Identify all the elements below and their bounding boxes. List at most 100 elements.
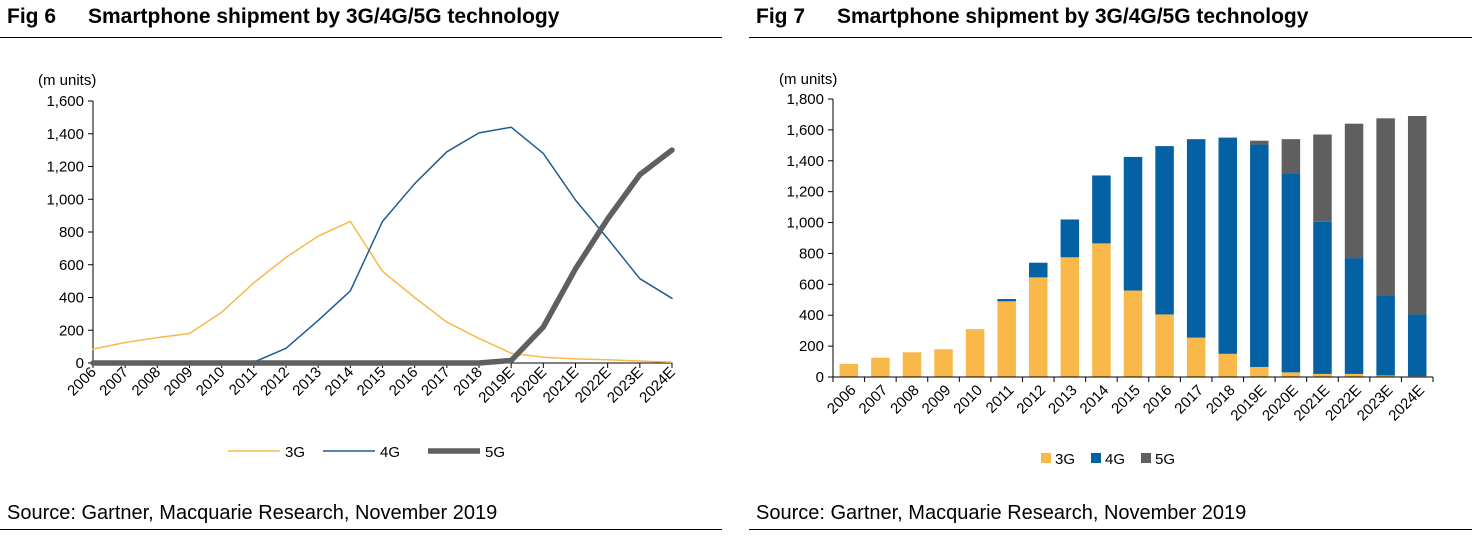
- bar-segment-3g: [1344, 373, 1364, 377]
- bar-segment-3g: [1376, 375, 1395, 377]
- bar-stack-2009: [934, 349, 953, 377]
- x-tick-label: 2006: [824, 382, 860, 418]
- figure-7-panel: Fig 7 Smartphone shipment by 3G/4G/5G tec…: [749, 0, 1472, 555]
- legend-label: 3G: [1055, 451, 1075, 468]
- bar-stack-2013: [1060, 219, 1080, 377]
- source-note: Source: Gartner, Macquarie Research, Nov…: [7, 502, 498, 524]
- bar-stack-2014: [1092, 175, 1111, 377]
- bar-segment-3g: [902, 352, 922, 377]
- y-tick-label: 800: [59, 224, 84, 241]
- x-tick-label: 2009: [919, 382, 955, 418]
- legend-item-3g: 3G: [228, 444, 305, 461]
- figure-title: Fig 6 Smartphone shipment by 3G/4G/5G tec…: [7, 5, 559, 29]
- y-tick-label: 1,400: [46, 126, 84, 143]
- series-5g: [90, 147, 675, 366]
- legend-label: 4G: [380, 444, 400, 461]
- bar-segment-4g: [1344, 258, 1364, 374]
- x-tick-label: 2015: [1108, 382, 1144, 418]
- x-tick-label: 2024E: [636, 364, 679, 407]
- legend: 3G 4G 5G: [1041, 451, 1175, 468]
- legend-item-5g: 5G: [428, 444, 505, 461]
- y-tick-label: 1,000: [46, 191, 84, 208]
- x-tick-label: 2022E: [572, 364, 615, 407]
- bar-segment-4g: [1218, 137, 1237, 354]
- x-tick-label: 2024E: [1385, 382, 1428, 425]
- bar-stack-2021e: [1313, 134, 1332, 377]
- x-tick-label: 2016: [386, 364, 422, 400]
- bar-segment-3g: [1218, 353, 1237, 377]
- x-tick-label: 2016: [1140, 382, 1176, 418]
- x-tick-label: 2010: [193, 364, 229, 400]
- bar-segment-4g: [1155, 146, 1174, 315]
- bar-segment-4g: [1186, 139, 1206, 338]
- x-tick-label: 2009: [161, 364, 197, 400]
- bar-segment-4g: [1281, 173, 1301, 373]
- x-tick-label: 2006: [64, 364, 100, 400]
- series-line-3g: [92, 220, 673, 363]
- x-tick-label: 2014: [1077, 382, 1113, 418]
- x-tick-label: 2010: [950, 382, 986, 418]
- y-tick-label: 400: [59, 290, 84, 307]
- bar-segment-3g: [1060, 257, 1080, 377]
- legend-swatch: [1041, 453, 1051, 463]
- x-tick-label: 2013: [1045, 382, 1081, 418]
- bar-segment-3g: [1313, 373, 1332, 377]
- y-tick-label: 200: [59, 322, 84, 339]
- bar-segment-4g: [1407, 314, 1427, 377]
- bar-stack-2024e: [1407, 115, 1427, 377]
- bar-segment-4g: [1123, 156, 1143, 291]
- bar-segment-3g: [934, 349, 953, 377]
- y-tick-label: 200: [799, 338, 824, 355]
- legend-label: 5G: [485, 444, 505, 461]
- series-line-5g: [90, 147, 675, 366]
- y-tick-label: 0: [816, 369, 824, 386]
- bar-segment-5g: [1281, 139, 1301, 174]
- bar-segment-4g: [1313, 221, 1332, 374]
- bottom-rule: [0, 529, 722, 530]
- legend-swatch: [1141, 453, 1151, 463]
- bar-segment-3g: [1123, 290, 1143, 377]
- y-tick-label: 1,800: [786, 91, 824, 108]
- bar-segment-3g: [1092, 243, 1111, 377]
- bar-stack-2008: [902, 352, 922, 377]
- bar-segment-4g: [1029, 262, 1048, 278]
- legend-item-3g: 3G: [1041, 451, 1075, 468]
- y-tick-label: 1,200: [786, 184, 824, 201]
- bar-segment-5g: [1344, 123, 1364, 259]
- x-tick-label: 2012: [257, 364, 293, 400]
- x-tick-label: 2017: [1171, 382, 1207, 418]
- y-tick-label: 1,000: [786, 215, 824, 232]
- y-tick-label: 0: [76, 355, 84, 372]
- figure-6-panel: Fig 6 Smartphone shipment by 3G/4G/5G tec…: [0, 0, 722, 555]
- x-tick-label: 2014: [322, 364, 358, 400]
- bar-segment-3g: [997, 301, 1016, 377]
- y-tick-label: 1,400: [786, 153, 824, 170]
- bar-stack-2018: [1218, 137, 1237, 377]
- legend-swatch: [1091, 453, 1101, 463]
- bar-stack-2022e: [1344, 123, 1364, 377]
- bar-segment-3g: [1155, 314, 1174, 377]
- bar-segment-3g: [1250, 366, 1269, 377]
- bottom-rule: [749, 529, 1472, 530]
- y-axis-unit-label: (m units): [38, 72, 96, 89]
- x-tick-label: 2017: [418, 364, 454, 400]
- x-tick-label: 2007: [96, 364, 132, 400]
- bar-segment-3g: [1186, 337, 1206, 377]
- x-tick-label: 2011: [226, 364, 261, 399]
- x-tick-label: 2013: [289, 364, 325, 400]
- y-tick-label: 1,600: [46, 93, 84, 110]
- bar-stack-2019e: [1250, 140, 1269, 377]
- bar-segment-4g: [997, 299, 1016, 302]
- series-line-4g: [92, 126, 673, 364]
- x-tick-label: 2007: [856, 382, 892, 418]
- bar-segment-3g: [1281, 372, 1301, 377]
- figure-number: Fig 6: [7, 5, 57, 28]
- series-3g: [92, 220, 673, 363]
- line-chart: (m units) 0 200 400 600 800 1,000 1,200 1,400 1,6…: [38, 72, 679, 461]
- legend-label: 3G: [285, 444, 305, 461]
- legend-label: 4G: [1105, 451, 1125, 468]
- figure-title-text: Smartphone shipment by 3G/4G/5G technolo…: [837, 5, 1309, 28]
- bar-segment-5g: [1376, 118, 1395, 296]
- bar-segment-3g: [839, 363, 859, 377]
- bar-stack-2015: [1123, 156, 1143, 377]
